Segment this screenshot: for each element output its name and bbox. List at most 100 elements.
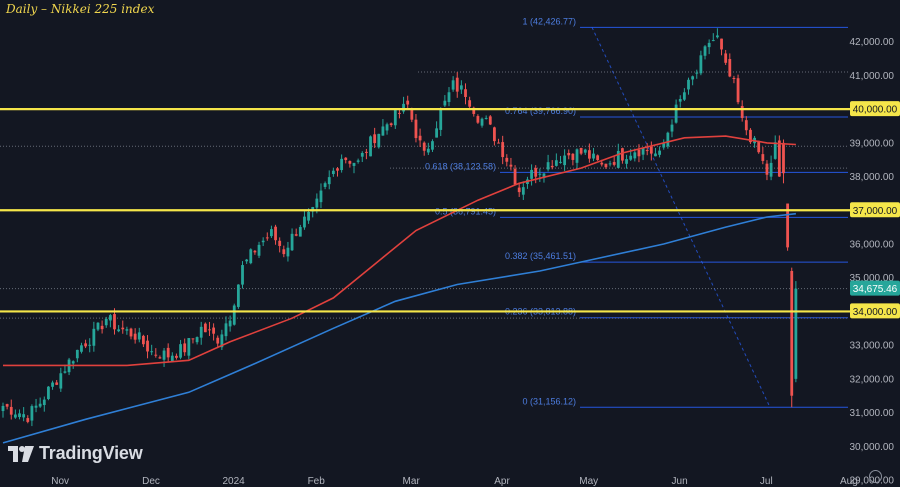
candle-body [154,354,158,356]
candle-body [142,335,145,345]
candle-body [616,150,620,168]
candle-body [166,347,170,358]
candle-body [414,119,418,139]
candle-body [435,128,439,138]
candle-body [47,386,50,400]
candle-body [687,79,690,90]
fib-level-label: 0.382 (35,461.51) [505,251,576,261]
candle-body [703,46,707,56]
candle-body [402,103,405,112]
candle-body [203,323,207,333]
candles-group [1,28,798,427]
candle-body [34,405,38,408]
brand-logo: TradingView [8,443,143,464]
candle-body [270,229,273,237]
candle-body [5,404,9,407]
time-axis-label: Mar [403,476,421,487]
candle-body [550,165,554,168]
candle-body [129,328,133,337]
candle-body [18,413,21,418]
candle-body [707,42,711,48]
candle-body [261,240,265,243]
candle-body [212,327,216,334]
candle-body [691,76,695,80]
candle-body [9,406,13,415]
candle-body [88,344,92,346]
candle-body [426,148,430,153]
candle-body [80,345,83,352]
candle-body [406,100,410,105]
candle-body [629,155,633,160]
candle-body [381,126,385,136]
candle-body [608,163,612,165]
candle-body [232,305,236,325]
sma-red-line [3,135,796,367]
candle-body [22,414,26,418]
candle-body [195,337,199,343]
candle-body [468,100,472,107]
candle-body [42,399,46,406]
fib-level-label: 0.764 (39,766.90) [505,106,576,116]
candle-body [286,247,290,257]
price-axis-label: 35,000.00 [850,273,895,284]
candle-body [63,371,67,373]
time-axis-label: Feb [308,476,326,487]
candle-body [208,329,211,331]
candle-body [513,168,517,185]
candle-body [236,284,240,307]
candle-body [51,382,54,387]
tradingview-logo-icon [8,445,34,462]
candle-body [542,173,546,178]
candle-body [125,329,129,331]
candle-body [625,159,628,164]
candle-body [447,92,451,103]
candle-body [649,146,653,154]
candle-body [658,150,661,155]
price-axis-label: 38,000.00 [850,172,895,183]
price-axis-label: 39,000.00 [850,138,895,149]
candle-body [637,149,641,157]
candle-body [100,325,104,330]
settings-gear-icon[interactable] [869,470,882,483]
candle-body [749,129,752,143]
candle-body [331,170,335,175]
candle-body [158,357,162,359]
candle-body [633,152,637,159]
price-axis-label: 32,000.00 [850,374,895,385]
candle-body [670,124,674,132]
price-axis-label: 30,000.00 [850,442,895,453]
candle-body [666,132,670,147]
candle-body [567,152,571,156]
candle-body [695,72,699,74]
time-axis-label: Apr [494,476,510,487]
brand-name: TradingView [39,443,143,463]
candle-body [108,315,112,321]
candle-body [179,344,182,358]
candle-body [303,216,306,228]
candle-body [315,198,319,208]
candle-body [422,142,426,151]
chart-title: Daily – Nikkei 225 index [6,2,155,16]
candle-body [790,270,794,396]
key-level-price-tag [850,303,900,319]
candle-body [732,78,736,80]
key-level-price-label: 37,000.00 [853,206,898,217]
candle-body [736,78,740,103]
candle-body [583,149,587,153]
candle-body [451,80,455,90]
candle-body [459,85,463,90]
key-level-price-tag [850,202,900,218]
candle-body [220,334,224,348]
price-axis-label: 42,000.00 [850,37,895,48]
candle-body [579,147,583,154]
candle-body [777,140,781,177]
candle-body [571,153,575,160]
candle-body [682,92,686,100]
candle-body [757,140,761,153]
candle-body [600,162,604,165]
time-axis-label: Nov [51,476,69,487]
key-level-price-label: 40,000.00 [853,105,898,116]
candle-body [175,355,178,358]
time-axis-label: Aug [840,476,858,487]
